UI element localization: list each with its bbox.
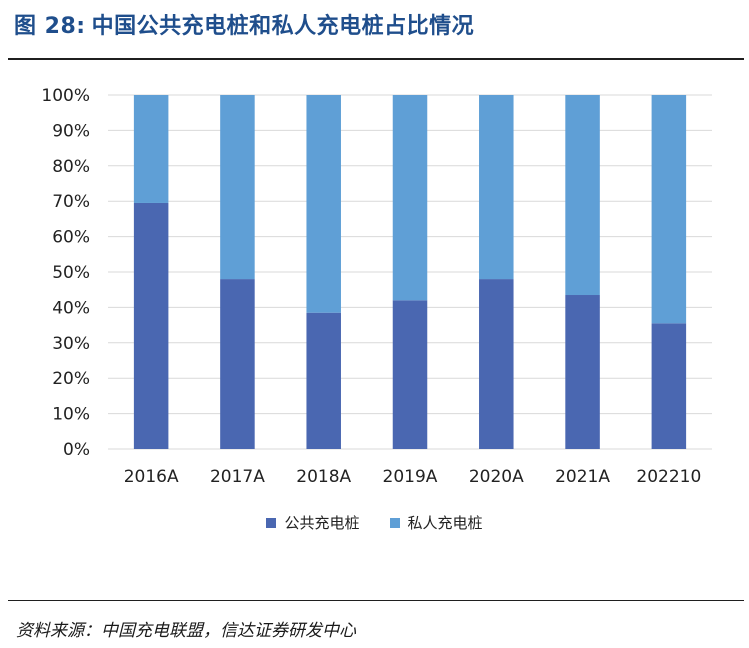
bar-segment-public [306, 312, 341, 449]
legend-item-private: 私人充电桩 [389, 512, 483, 533]
bar-segment-private [479, 95, 514, 280]
figure-title-text: 中国公共充电桩和私人充电桩占比情况 [91, 14, 475, 39]
chart-legend: 公共充电桩 私人充电桩 [0, 512, 749, 533]
y-tick-label: 10% [52, 405, 90, 425]
bar-segment-public [220, 279, 255, 449]
bar-segment-public [565, 295, 600, 449]
bar-segment-private [220, 95, 255, 280]
y-tick-label: 50% [52, 263, 90, 283]
bar-segment-private [651, 95, 687, 324]
stacked-bar-chart: 0%10%20%30%40%50%60%70%80%90%100% 2016A 2… [41, 86, 712, 487]
x-tick-label: 2021A [555, 467, 610, 487]
y-tick-label: 40% [52, 298, 90, 318]
y-tick-label: 20% [52, 369, 90, 389]
x-tick-label: 2017A [210, 467, 265, 487]
bottom-divider [8, 600, 744, 601]
x-tick-label: 2020A [469, 467, 524, 487]
y-tick-label: 0% [63, 440, 90, 460]
legend-swatch-private [389, 517, 400, 528]
y-tick-label: 60% [52, 228, 90, 248]
bar-segment-public [133, 202, 169, 449]
legend-label-public: 公共充电桩 [284, 514, 360, 532]
source-note: 资料来源：中国充电联盟，信达证券研发中心 [16, 621, 356, 641]
y-axis-ticks: 0% 10% 20% 30% 40% 50% 60% 70% 80% 90% 100% [41, 86, 90, 460]
y-tick-label: 70% [52, 192, 90, 212]
bar-segment-private [565, 95, 600, 296]
bars [133, 95, 687, 449]
top-divider [8, 58, 744, 60]
figure-number: 图 28: [14, 14, 86, 39]
legend-swatch-public [266, 517, 277, 528]
legend-label-private: 私人充电桩 [407, 514, 483, 532]
y-tick-label: 30% [52, 334, 90, 354]
y-tick-label: 90% [52, 121, 90, 141]
bar-segment-private [306, 95, 341, 313]
figure-title: 图 28: 中国公共充电桩和私人充电桩占比情况 [14, 8, 474, 40]
x-axis-ticks: 2016A 2017A 2018A 2019A 2020A 2021A 202210 [124, 467, 702, 487]
x-tick-label: 202210 [636, 467, 701, 487]
bar-segment-public [479, 279, 514, 449]
y-tick-label: 100% [41, 86, 90, 106]
bar-segment-public [392, 300, 428, 449]
legend-item-public: 公共充电桩 [266, 512, 360, 533]
x-tick-label: 2018A [296, 467, 351, 487]
bar-segment-public [651, 323, 687, 449]
x-tick-label: 2016A [124, 467, 179, 487]
bar-segment-private [392, 95, 428, 301]
y-tick-label: 80% [52, 157, 90, 177]
bar-segment-private [133, 95, 169, 203]
x-tick-label: 2019A [383, 467, 438, 487]
